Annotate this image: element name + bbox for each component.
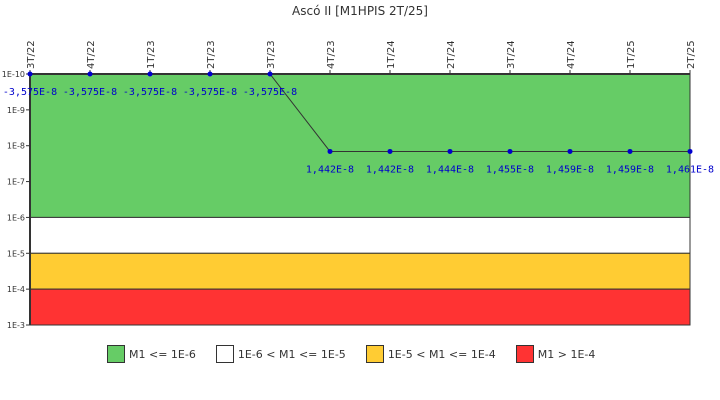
legend-label: M1 <= 1E-6: [129, 347, 196, 361]
legend-label: M1 > 1E-4: [537, 347, 596, 361]
x-tick-label: 3T/23: [266, 40, 277, 69]
x-tick-label: 3T/24: [506, 40, 517, 69]
legend-swatch: [107, 345, 125, 363]
x-tick-label: 4T/22: [86, 40, 97, 69]
data-label: 1,459E-8: [606, 164, 654, 175]
legend-swatch: [215, 345, 234, 363]
x-tick-label: 1T/24: [386, 40, 397, 69]
data-label: 1,442E-8: [366, 164, 414, 175]
legend-swatch: [365, 345, 384, 363]
legend-swatch: [515, 345, 534, 363]
data-label: 1,444E-8: [426, 164, 474, 175]
data-labels: -3,575E-8 -3,575E-8 -3,575E-8 -3,575E-8 -3,5…: [3, 87, 714, 175]
data-label: -3,575E-8: [123, 87, 177, 98]
chart-legend: M1 <= 1E-6 1E-6 < M1 <= 1E-5 1E-5 < M1 <= …: [107, 345, 615, 363]
y-tick-label: 1E-10: [2, 70, 25, 79]
data-point: [147, 71, 153, 77]
y-tick-label: 1E-6: [7, 213, 25, 222]
x-axis-ticks: 3T/22 4T/22 1T/23 2T/23 3T/23 4T/23 1T/24 2T/24…: [26, 40, 697, 74]
y-tick-label: 1E-8: [7, 142, 25, 151]
band-1: [29, 216, 691, 254]
y-axis-ticks: 1E-10 1E-9 1E-8 1E-7 1E-6 1E-5 1E-4 1E-3: [2, 70, 30, 330]
data-point: [687, 148, 693, 154]
band-3: [29, 288, 691, 326]
data-label: 1,455E-8: [486, 164, 534, 175]
data-point: [327, 148, 333, 154]
x-tick-label: 2T/23: [206, 40, 217, 69]
data-point: [627, 148, 633, 154]
y-tick-label: 1E-3: [7, 321, 25, 330]
x-tick-label: 2T/24: [446, 40, 457, 69]
x-tick-label: 1T/23: [146, 40, 157, 69]
y-tick-label: 1E-5: [7, 249, 25, 258]
legend-item: 1E-5 < M1 <= 1E-4: [365, 345, 496, 363]
legend-item: M1 > 1E-4: [515, 345, 596, 363]
y-tick-label: 1E-4: [7, 285, 25, 294]
series-m1: [27, 71, 693, 154]
threshold-bands: [29, 73, 691, 326]
data-point: [567, 148, 573, 154]
x-tick-label: 2T/25: [686, 40, 697, 69]
y-tick-label: 1E-9: [7, 106, 25, 115]
chart-title: Ascó II [M1HPIS 2T/25]: [292, 4, 428, 18]
data-point: [27, 71, 33, 77]
data-label: -3,575E-8: [63, 87, 117, 98]
y-tick-label: 1E-7: [7, 178, 25, 187]
x-tick-label: 1T/25: [626, 40, 637, 69]
legend-item: 1E-6 < M1 <= 1E-5: [215, 345, 346, 363]
x-tick-label: 3T/22: [26, 40, 37, 69]
chart-canvas: Ascó II [M1HPIS 2T/25] 3T/22 4T/22 1T/23 2T…: [2, 4, 714, 330]
legend-item: M1 <= 1E-6: [107, 345, 196, 363]
data-point: [87, 71, 93, 77]
data-label: -3,575E-8: [183, 87, 237, 98]
data-label: 1,442E-8: [306, 164, 354, 175]
data-label: -3,575E-8: [3, 87, 57, 98]
data-label: -3,575E-8: [243, 87, 297, 98]
band-2: [29, 252, 691, 290]
data-point: [507, 148, 513, 154]
band-0: [29, 73, 691, 218]
data-point: [267, 71, 273, 77]
data-point: [447, 148, 453, 154]
x-tick-label: 4T/24: [566, 40, 577, 69]
data-point: [207, 71, 213, 77]
data-label: 1,459E-8: [546, 164, 594, 175]
data-label: 1,461E-8: [666, 164, 714, 175]
x-tick-label: 4T/23: [326, 40, 337, 69]
legend-label: 1E-5 < M1 <= 1E-4: [387, 347, 496, 361]
data-point: [387, 148, 393, 154]
legend-label: 1E-6 < M1 <= 1E-5: [237, 347, 346, 361]
